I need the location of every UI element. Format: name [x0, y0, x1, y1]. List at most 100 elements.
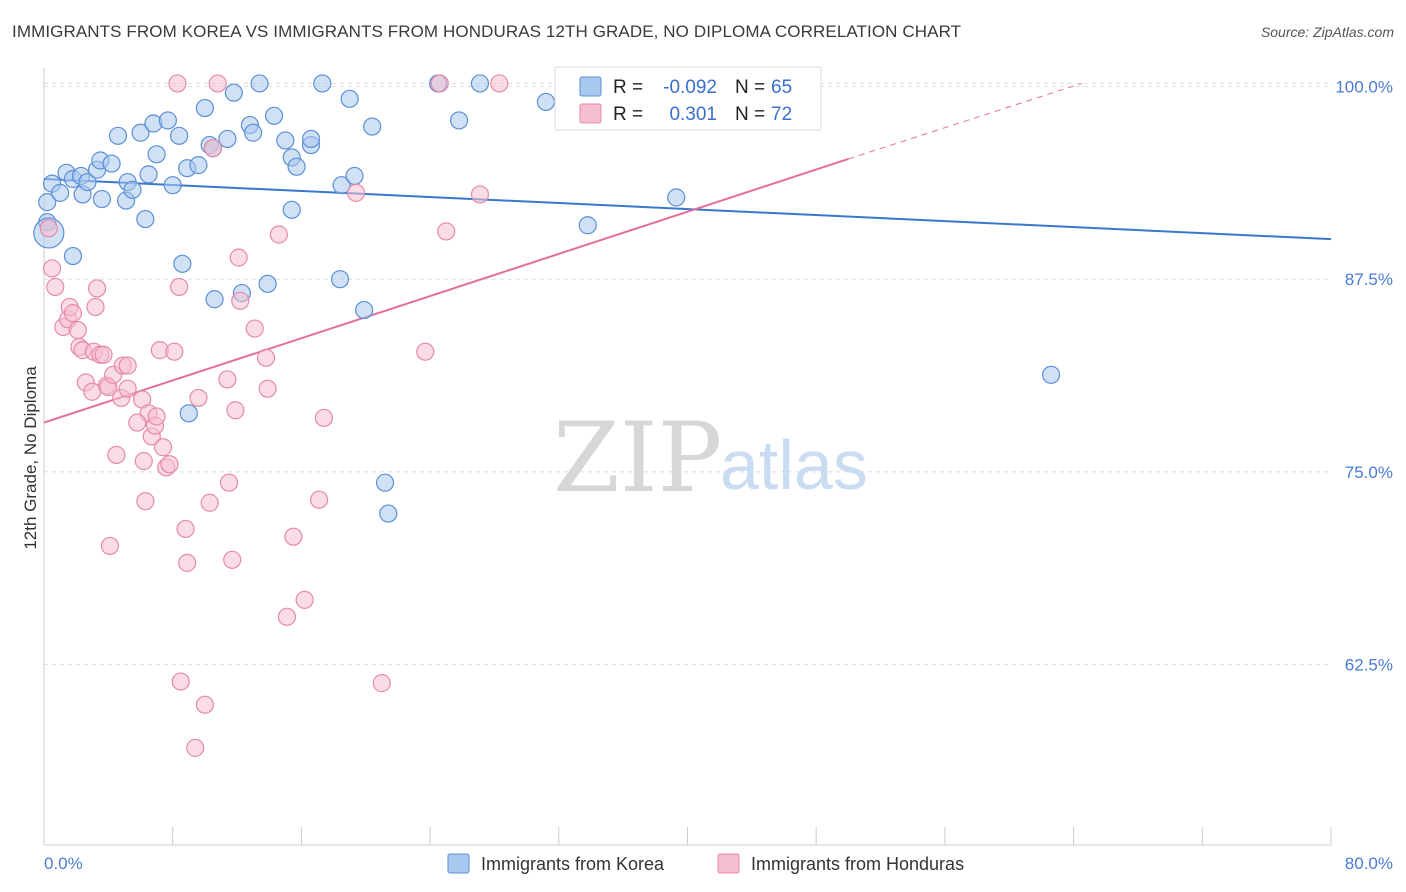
korea-point — [195, 98, 214, 118]
korea-point — [470, 74, 490, 93]
korea-point — [250, 74, 269, 93]
korea-point — [332, 176, 351, 195]
honduras-point — [165, 342, 184, 361]
legend-korea-r-label: R = — [613, 77, 643, 98]
source-credit: Source: ZipAtlas.com — [1260, 24, 1394, 40]
honduras-point — [256, 348, 276, 367]
korea-point — [38, 193, 57, 212]
korea-point — [363, 117, 382, 136]
korea-point — [379, 504, 398, 523]
honduras-point — [208, 74, 227, 93]
korea-point — [287, 157, 306, 176]
legend-korea-n-value: 65 — [771, 77, 792, 98]
bottom-legend-honduras-label: Immigrants from Honduras — [751, 854, 964, 874]
korea-trend-line — [43, 178, 1332, 241]
legend-swatch-korea — [579, 76, 602, 97]
legend-honduras-r-label: R = — [613, 104, 643, 125]
honduras-point — [226, 401, 245, 420]
korea-point — [147, 145, 166, 164]
honduras-point — [87, 279, 107, 298]
korea-point — [340, 89, 359, 108]
watermark-atlas: atlas — [720, 426, 868, 504]
x-axis-ticks — [43, 827, 1332, 845]
honduras-point — [171, 672, 190, 691]
honduras-point — [42, 259, 62, 278]
korea-point — [282, 200, 301, 219]
honduras-trend-extension — [848, 82, 1082, 160]
korea-point — [123, 180, 142, 199]
honduras-point — [245, 319, 264, 338]
korea-point — [78, 172, 97, 192]
korea-point — [667, 188, 686, 207]
bottom-legend-swatch-korea — [447, 853, 470, 874]
legend-box: R = -0.092 N = 65 R = 0.301 N = 72 — [554, 66, 822, 131]
legend-honduras-n-value: 72 — [771, 104, 792, 125]
legend-korea-r-value: -0.092 — [663, 77, 717, 98]
honduras-point — [170, 277, 189, 297]
honduras-points — [39, 74, 509, 757]
honduras-point — [372, 674, 391, 693]
honduras-point — [168, 74, 187, 93]
grid-lines — [44, 82, 1331, 666]
korea-point — [205, 290, 224, 309]
honduras-point — [189, 388, 208, 408]
honduras-point — [107, 445, 126, 465]
korea-points — [33, 74, 1061, 523]
honduras-point — [229, 248, 248, 267]
korea-point — [355, 300, 374, 320]
korea-point — [131, 123, 150, 142]
korea-point — [179, 404, 198, 423]
honduras-point — [309, 490, 329, 509]
honduras-point — [218, 370, 237, 389]
honduras-point — [258, 379, 277, 398]
korea-point — [224, 83, 243, 102]
honduras-point — [39, 219, 58, 238]
korea-point — [536, 92, 556, 112]
honduras-point — [284, 527, 303, 546]
trend-lines — [43, 82, 1332, 424]
korea-point — [1041, 365, 1061, 384]
korea-point — [345, 166, 364, 186]
honduras-point — [314, 408, 334, 428]
honduras-trend-line — [43, 158, 849, 424]
honduras-point — [416, 342, 435, 361]
korea-point — [108, 126, 128, 145]
korea-point — [50, 183, 70, 202]
legend-korea-n-label: N = — [735, 77, 765, 98]
bottom-legend-korea-label: Immigrants from Korea — [481, 854, 665, 874]
y-tick-label: 75.0% — [1345, 463, 1393, 482]
honduras-point — [346, 183, 366, 202]
y-axis-label: 12th Grade, No Diploma — [21, 366, 40, 550]
honduras-point — [176, 519, 195, 539]
honduras-point — [160, 455, 179, 474]
honduras-point — [134, 452, 153, 471]
legend-honduras-r-value: 0.301 — [669, 104, 717, 125]
honduras-point — [118, 379, 137, 398]
y-tick-labels: 100.0% 87.5% 75.0% 62.5% — [1335, 78, 1393, 675]
korea-point — [158, 111, 177, 130]
honduras-point — [490, 74, 509, 93]
honduras-point — [46, 277, 65, 297]
korea-point — [92, 189, 112, 209]
honduras-point — [128, 413, 147, 432]
korea-point — [313, 74, 332, 93]
honduras-point — [269, 225, 288, 244]
watermark-zip: ZIP — [553, 402, 722, 514]
honduras-point — [68, 320, 87, 340]
korea-point — [276, 131, 295, 150]
korea-point — [301, 129, 321, 149]
honduras-point — [470, 185, 490, 204]
korea-point — [258, 274, 277, 293]
x-tick-label-max: 80.0% — [1345, 854, 1393, 873]
chart-title: IMMIGRANTS FROM KOREA VS IMMIGRANTS FROM… — [12, 22, 962, 41]
honduras-point — [231, 291, 250, 310]
honduras-point — [153, 438, 173, 457]
honduras-point — [63, 304, 83, 323]
korea-point — [244, 123, 263, 142]
honduras-point — [83, 382, 102, 401]
honduras-point — [195, 695, 214, 714]
korea-point — [63, 246, 83, 266]
legend-swatch-honduras — [579, 103, 602, 124]
honduras-point — [219, 473, 239, 492]
